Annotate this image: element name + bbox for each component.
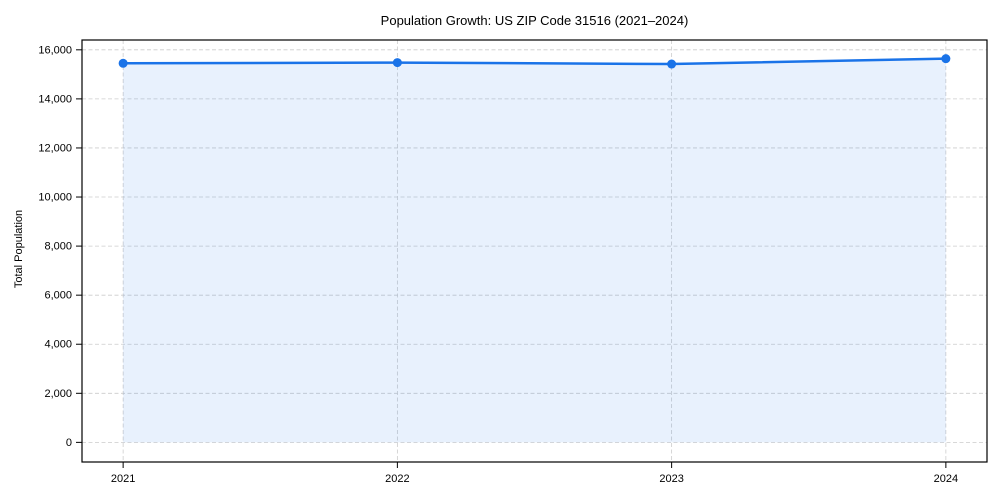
plot-border (81, 39, 988, 463)
y-tick-label: 4,000 (44, 339, 72, 351)
x-tick-label: 2024 (934, 473, 958, 485)
y-tick-label: 12,000 (38, 142, 72, 154)
data-point (667, 59, 677, 69)
y-tick-label: 8,000 (44, 241, 72, 253)
y-tick-label: 2,000 (44, 388, 72, 400)
x-tick-label: 2021 (111, 473, 135, 485)
area-fill (123, 58, 946, 443)
y-tick-label: 10,000 (38, 192, 72, 204)
population-line (121, 57, 948, 66)
chart-title: Population Growth: US ZIP Code 31516 (20… (380, 13, 689, 28)
x-tick-label: 2022 (385, 473, 409, 485)
data-point (118, 58, 128, 68)
data-point (392, 58, 402, 68)
y-tick-label: 6,000 (44, 290, 72, 302)
x-tick-label: 2023 (659, 473, 683, 485)
y-tick-label: 0 (66, 437, 72, 449)
y-tick-label: 14,000 (38, 93, 72, 105)
data-point (941, 54, 951, 64)
y-tick-label: 16,000 (38, 44, 72, 56)
